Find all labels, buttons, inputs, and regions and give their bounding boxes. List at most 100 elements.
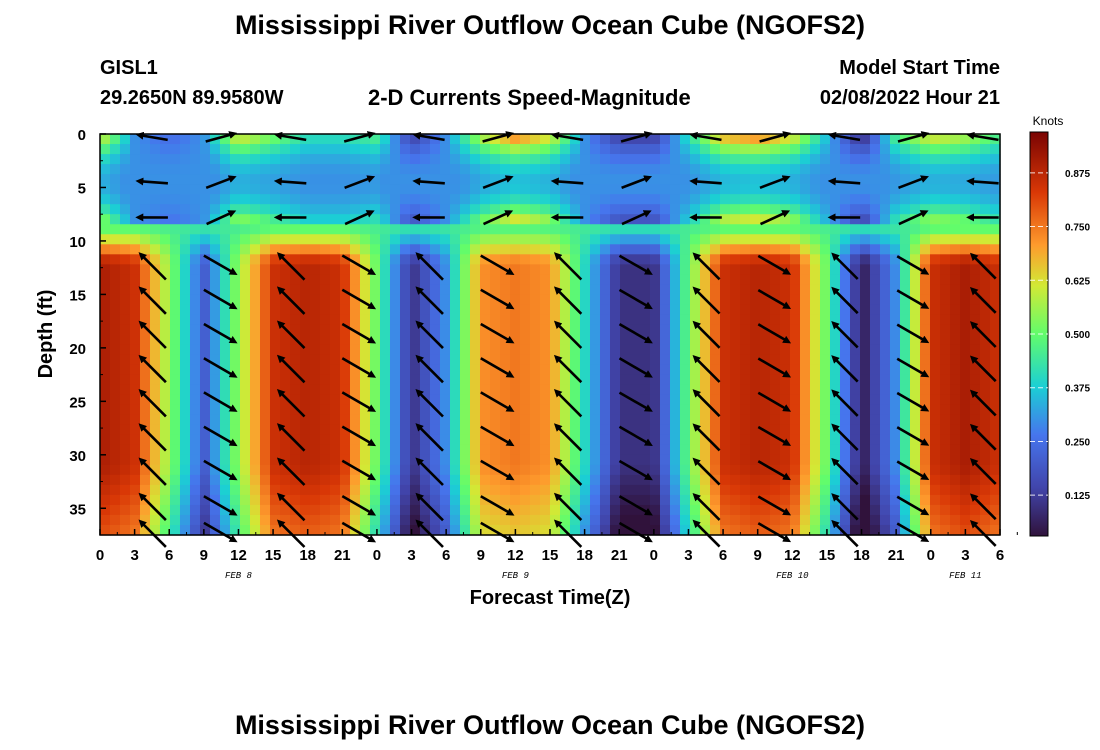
heatmap-cell xyxy=(430,494,441,506)
heatmap-cell xyxy=(560,324,571,336)
heatmap-cell xyxy=(470,464,481,476)
heatmap-cell xyxy=(820,444,831,456)
heatmap-cell xyxy=(810,184,821,195)
heatmap-cell xyxy=(170,474,181,486)
heatmap-cell xyxy=(730,444,741,456)
heatmap-cell xyxy=(470,304,481,316)
heatmap-cell xyxy=(900,414,911,426)
heatmap-cell xyxy=(720,294,731,306)
colorbar-tick-label: 0.125 xyxy=(1065,491,1090,502)
heatmap-cell xyxy=(790,524,801,536)
heatmap-cell xyxy=(100,244,111,255)
heatmap-cell xyxy=(560,444,571,456)
heatmap-cell xyxy=(160,164,171,175)
heatmap-cell xyxy=(670,324,681,336)
heatmap-cell xyxy=(660,424,671,436)
heatmap-cell xyxy=(330,414,341,426)
current-vector xyxy=(898,210,929,226)
heatmap-cell xyxy=(260,444,271,456)
heatmap-cell xyxy=(680,294,691,306)
heatmap-cell xyxy=(880,354,891,366)
heatmap-cell xyxy=(490,184,501,195)
heatmap-cell xyxy=(880,294,891,306)
x-tick-label: 0 xyxy=(927,547,935,564)
heatmap-cell xyxy=(870,204,881,215)
y-tick-label: 5 xyxy=(78,180,86,197)
heatmap-cell xyxy=(860,194,871,205)
heatmap-cell xyxy=(110,424,121,436)
heatmap-cell xyxy=(940,514,951,526)
x-axis: 0 3 6 9 12 15 18 21 0 3 6 9 12 15 18 21 0 3 6 9 12 15 18 21 0 3 6F… xyxy=(96,529,1018,581)
heatmap-cell xyxy=(360,514,371,526)
x-tick-label: 15 xyxy=(542,547,559,564)
heatmap-cell xyxy=(320,214,331,225)
heatmap-cell xyxy=(770,154,781,165)
heatmap-cell xyxy=(360,234,371,245)
heatmap-cell xyxy=(740,264,751,275)
heatmap-cell xyxy=(850,164,861,175)
heatmap-cell xyxy=(760,364,771,376)
heatmap-cell xyxy=(950,454,961,466)
heatmap-cell xyxy=(430,514,441,526)
heatmap-cell xyxy=(320,524,331,536)
heatmap-cell xyxy=(380,514,391,526)
heatmap-cell xyxy=(400,434,411,446)
heatmap-cell xyxy=(770,474,781,486)
heatmap-cell xyxy=(930,394,941,406)
heatmap-cell xyxy=(740,134,751,145)
heatmap-cell xyxy=(430,294,441,306)
current-vector xyxy=(276,492,306,522)
heatmap-cell xyxy=(850,434,861,446)
heatmap-cell xyxy=(710,294,721,306)
heatmap-cell xyxy=(460,194,471,205)
heatmap-cell xyxy=(440,244,451,255)
current-vector xyxy=(138,354,167,384)
heatmap-cell xyxy=(690,524,701,536)
heatmap-cell xyxy=(750,234,761,245)
heatmap-cell xyxy=(270,144,281,155)
heatmap-cell xyxy=(340,284,351,296)
heatmap-cell xyxy=(380,404,391,416)
heatmap-cell xyxy=(950,164,961,175)
x-tick-label: 9 xyxy=(200,547,208,564)
heatmap-cell xyxy=(960,374,971,386)
heatmap-cell xyxy=(740,364,751,376)
heatmap-cell xyxy=(260,314,271,326)
heatmap-cell xyxy=(330,144,341,155)
heatmap-cell xyxy=(950,214,961,225)
heatmap-cell xyxy=(360,304,371,316)
heatmap-cell xyxy=(660,344,671,356)
heatmap-cell xyxy=(580,194,591,205)
heatmap-cell xyxy=(690,304,701,316)
heatmap-cell xyxy=(950,354,961,366)
heatmap-cell xyxy=(390,444,401,456)
heatmap-cell xyxy=(210,194,221,205)
heatmap-cell xyxy=(740,144,751,155)
heatmap-cell xyxy=(890,384,901,396)
heatmap-cell xyxy=(770,484,781,496)
heatmap-cell xyxy=(500,484,511,496)
heatmap-cell xyxy=(370,524,381,536)
x-tick-label: 21 xyxy=(611,547,628,564)
heatmap-cell xyxy=(690,314,701,326)
heatmap-cell xyxy=(360,404,371,416)
heatmap-cell xyxy=(750,134,761,145)
heatmap-cell xyxy=(120,214,131,225)
model-start-time: 02/08/2022 Hour 21 xyxy=(819,87,1000,109)
heatmap-cell xyxy=(170,314,181,326)
heatmap-cell xyxy=(920,354,931,366)
heatmap-cell xyxy=(620,394,631,406)
heatmap-cell xyxy=(520,384,531,396)
heatmap-cell xyxy=(990,224,1001,235)
heatmap-cell xyxy=(950,444,961,456)
heatmap-cell xyxy=(610,134,621,145)
heatmap-cell xyxy=(520,364,531,376)
heatmap-cell xyxy=(230,294,241,306)
heatmap-cell xyxy=(720,234,731,245)
heatmap-cell xyxy=(840,384,851,396)
heatmap-cell xyxy=(640,134,651,145)
heatmap-cell xyxy=(690,144,701,155)
heatmap-cell xyxy=(960,514,971,526)
heatmap-cell xyxy=(630,164,641,175)
heatmap-cell xyxy=(480,244,491,255)
